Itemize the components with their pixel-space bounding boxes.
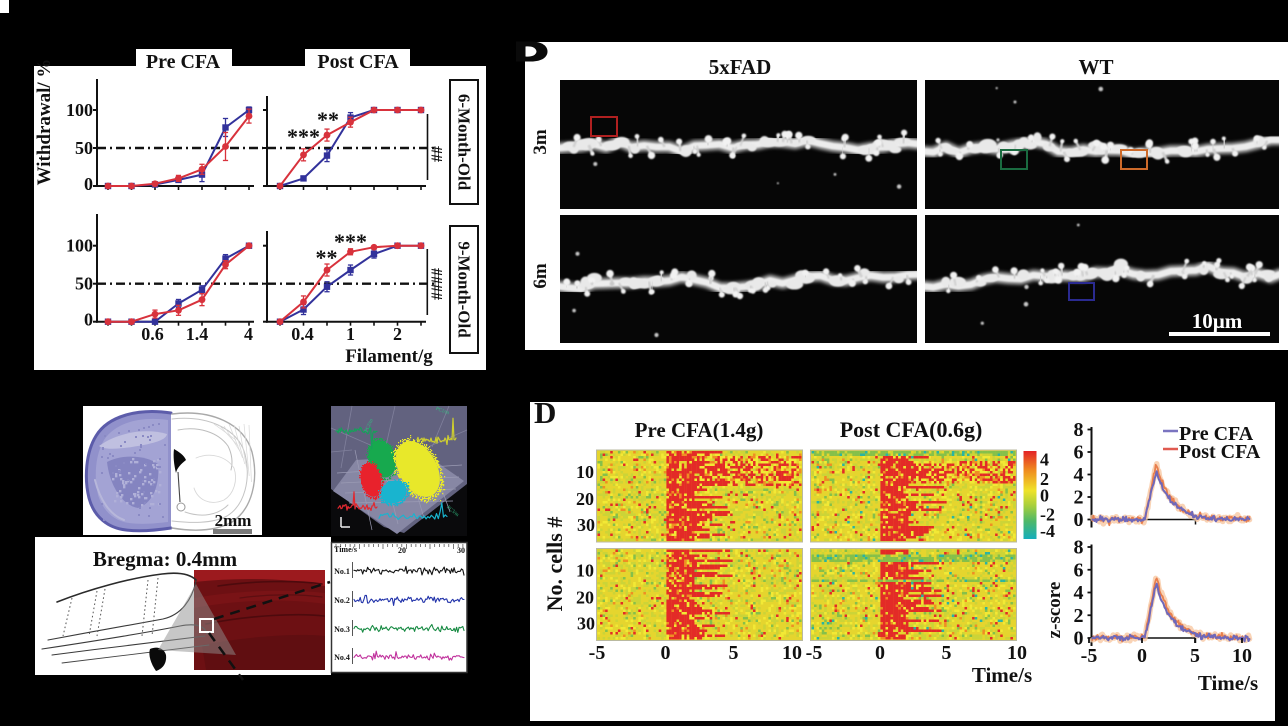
- svg-text:D: D: [534, 395, 556, 430]
- svg-text:Post CFA(0.6g): Post CFA(0.6g): [840, 417, 983, 442]
- svg-text:10: 10: [576, 462, 594, 482]
- svg-text:30: 30: [577, 515, 595, 535]
- svg-text:10µm: 10µm: [1192, 309, 1243, 333]
- svg-text:Time/s: Time/s: [972, 663, 1032, 687]
- svg-text:**: **: [317, 107, 339, 132]
- svg-text:1: 1: [346, 324, 355, 344]
- svg-text:0: 0: [84, 310, 93, 330]
- svg-text:0: 0: [1137, 645, 1147, 667]
- svg-text:Post CFA: Post CFA: [1179, 441, 1261, 463]
- svg-text:No.4: No.4: [334, 653, 350, 662]
- svg-text:10: 10: [1007, 642, 1027, 664]
- svg-text:10: 10: [782, 642, 802, 664]
- svg-text:0.6: 0.6: [141, 324, 164, 344]
- svg-text:50: 50: [75, 138, 93, 158]
- svg-text:0: 0: [875, 642, 885, 664]
- svg-text:4: 4: [244, 324, 253, 344]
- svg-text:0: 0: [1040, 485, 1049, 505]
- svg-text:10: 10: [1232, 645, 1252, 667]
- svg-text:20: 20: [576, 489, 594, 509]
- svg-text:20: 20: [398, 546, 406, 555]
- svg-text:6m: 6m: [530, 263, 551, 289]
- svg-text:10: 10: [576, 561, 594, 581]
- svg-text:-5: -5: [806, 642, 823, 664]
- svg-text:WT: WT: [1078, 55, 1113, 79]
- svg-text:-4: -4: [1040, 521, 1055, 541]
- svg-text:30: 30: [577, 614, 595, 634]
- svg-text:5: 5: [729, 642, 739, 664]
- svg-text:30: 30: [457, 546, 465, 555]
- svg-text:0: 0: [1074, 509, 1084, 531]
- svg-text:No.1: No.1: [334, 567, 350, 576]
- svg-text:8: 8: [1074, 419, 1084, 441]
- svg-text:20: 20: [576, 588, 594, 608]
- svg-text:####: ####: [429, 268, 446, 300]
- svg-text:8: 8: [1074, 537, 1084, 559]
- svg-text:No. cells #: No. cells #: [542, 517, 567, 612]
- svg-text:100: 100: [66, 236, 93, 256]
- svg-text:4: 4: [1074, 464, 1084, 486]
- svg-text:5xFAD: 5xFAD: [709, 55, 772, 79]
- svg-text:2: 2: [1074, 605, 1084, 627]
- svg-text:4: 4: [1074, 582, 1084, 604]
- svg-text:2mm: 2mm: [215, 511, 252, 530]
- svg-text:-5: -5: [589, 642, 606, 664]
- svg-text:##: ##: [429, 146, 446, 162]
- svg-text:Time/s: Time/s: [1198, 671, 1258, 695]
- svg-text:z-score: z-score: [1044, 582, 1065, 639]
- svg-text:0: 0: [661, 642, 671, 664]
- svg-text:Filament/g: Filament/g: [345, 346, 433, 367]
- svg-text:5: 5: [942, 642, 952, 664]
- svg-text:Post CFA: Post CFA: [317, 51, 399, 73]
- svg-text:0: 0: [84, 174, 93, 194]
- svg-text:6: 6: [1074, 559, 1084, 581]
- svg-text:***: ***: [287, 124, 320, 149]
- svg-text:100: 100: [66, 100, 93, 120]
- svg-text:3m: 3m: [530, 129, 551, 155]
- svg-text:Bregma: 0.4mm: Bregma: 0.4mm: [93, 547, 238, 571]
- svg-text:6: 6: [1074, 442, 1084, 464]
- svg-text:9-Month-Old: 9-Month-Old: [455, 241, 474, 338]
- svg-text:2: 2: [1074, 487, 1084, 509]
- svg-text:Withdrawal/ %: Withdrawal/ %: [34, 59, 55, 186]
- svg-text:Pre CFA(1.4g): Pre CFA(1.4g): [635, 418, 764, 442]
- svg-text:50: 50: [75, 274, 93, 294]
- svg-text:6-Month-Old: 6-Month-Old: [455, 94, 474, 191]
- svg-text:1.4: 1.4: [186, 324, 209, 344]
- svg-text:2: 2: [393, 324, 402, 344]
- svg-text:No.3: No.3: [334, 625, 350, 634]
- svg-text:***: ***: [334, 229, 367, 254]
- svg-text:0.4: 0.4: [291, 324, 314, 344]
- svg-text:4: 4: [1040, 450, 1049, 470]
- svg-text:Pre CFA: Pre CFA: [146, 51, 221, 73]
- svg-text:No.2: No.2: [334, 596, 350, 605]
- svg-text:-5: -5: [1081, 645, 1098, 667]
- svg-text:5: 5: [1190, 645, 1200, 667]
